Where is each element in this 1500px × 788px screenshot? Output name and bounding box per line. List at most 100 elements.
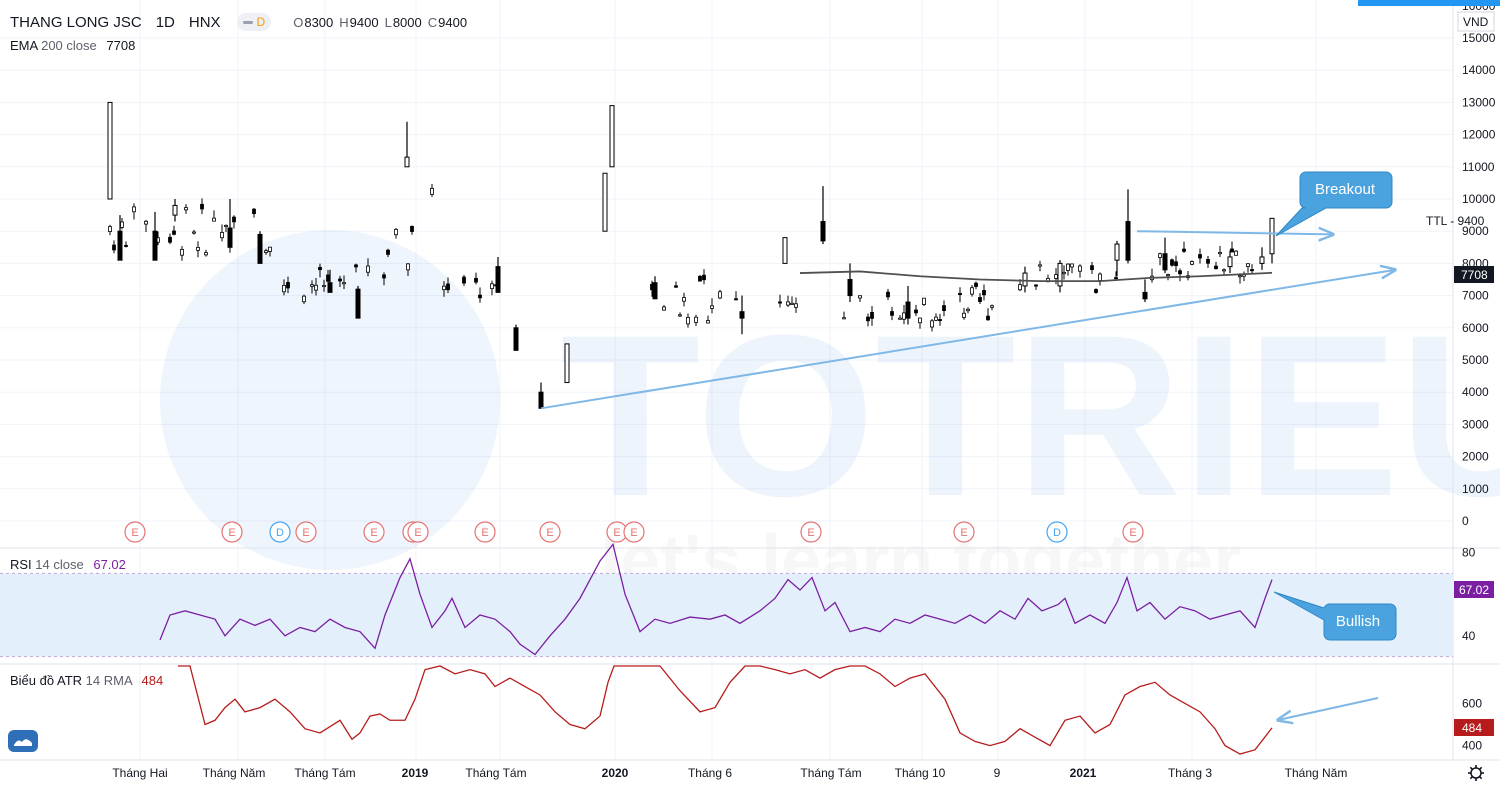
event-marker-label: E bbox=[630, 527, 637, 539]
candle-body bbox=[1206, 259, 1210, 264]
settings-gear-icon[interactable] bbox=[1468, 765, 1484, 781]
watermark-logo bbox=[160, 230, 500, 570]
price-tick: 12000 bbox=[1462, 128, 1496, 142]
candle-body bbox=[686, 317, 690, 325]
candle-body bbox=[1222, 269, 1226, 272]
candle-body bbox=[1125, 221, 1131, 261]
candle-body bbox=[410, 225, 414, 232]
candle-body bbox=[1078, 265, 1082, 272]
candle-body bbox=[930, 320, 934, 328]
candle-body bbox=[1214, 265, 1218, 270]
candle-body bbox=[847, 279, 853, 297]
price-tick: 3000 bbox=[1462, 417, 1489, 431]
candle-body bbox=[694, 316, 698, 323]
candle-body bbox=[986, 315, 990, 321]
atr-line bbox=[178, 665, 1273, 755]
candle-body bbox=[1142, 291, 1148, 300]
candle-body bbox=[338, 278, 342, 282]
candle-body bbox=[652, 282, 658, 300]
candle-body bbox=[698, 275, 702, 282]
candle-body bbox=[898, 317, 902, 320]
price-tick: 6000 bbox=[1462, 321, 1489, 335]
symbol-name[interactable]: THANG LONG JSC bbox=[10, 13, 142, 31]
candle-body bbox=[495, 266, 501, 293]
candle-body bbox=[355, 288, 361, 319]
trendline-support bbox=[540, 270, 1395, 410]
candle-body bbox=[1034, 284, 1038, 287]
ema-legend[interactable]: EMA 200 close 7708 bbox=[10, 38, 135, 53]
event-marker-e bbox=[953, 521, 975, 543]
time-tick: Tháng 3 bbox=[1168, 766, 1212, 780]
candle-body bbox=[1234, 250, 1238, 256]
rsi-name: RSI bbox=[10, 557, 32, 572]
candle-body bbox=[682, 297, 686, 302]
time-tick: Tháng Hai bbox=[112, 766, 167, 780]
ema-price-tag-text: 7708 bbox=[1461, 268, 1488, 282]
candle-body bbox=[890, 311, 894, 316]
visibility-pill[interactable]: D bbox=[236, 13, 272, 31]
rsi-band bbox=[0, 573, 1453, 657]
candle-body bbox=[1190, 261, 1194, 265]
candle-body bbox=[192, 231, 196, 234]
candle-body bbox=[702, 274, 706, 281]
watermark: TOTRIEUlet's learn together bbox=[160, 230, 1500, 601]
rsi-value: 67.02 bbox=[93, 557, 126, 572]
event-marker-label: E bbox=[370, 527, 377, 539]
event-marker-label: D bbox=[276, 527, 284, 539]
event-marker-label: E bbox=[960, 527, 967, 539]
candle-body bbox=[922, 297, 926, 305]
candle-body bbox=[934, 316, 938, 321]
candle-body bbox=[314, 284, 318, 291]
candle-body bbox=[734, 298, 738, 301]
candle-body bbox=[382, 274, 386, 279]
tradingview-logo-icon[interactable] bbox=[8, 730, 38, 752]
candle-body bbox=[1114, 243, 1120, 261]
candle-body bbox=[794, 303, 798, 308]
candle-body bbox=[990, 305, 994, 308]
price-tick: 2000 bbox=[1462, 450, 1489, 464]
candle-body bbox=[196, 246, 200, 251]
candle-body bbox=[108, 226, 112, 233]
event-marker-label: E bbox=[131, 527, 138, 539]
last-price-label: TTL - 9400 bbox=[1426, 214, 1485, 228]
candle-body bbox=[970, 287, 974, 295]
price-tick: 15000 bbox=[1462, 31, 1496, 45]
event-marker-e bbox=[1122, 521, 1144, 543]
candle-body bbox=[966, 308, 970, 312]
event-marker-e bbox=[221, 521, 243, 543]
breakout-callout-text: Breakout bbox=[1315, 181, 1376, 198]
event-marker-label: E bbox=[807, 527, 814, 539]
candle-body bbox=[609, 105, 615, 168]
candle-body bbox=[870, 311, 874, 319]
ohlc-close: C9400 bbox=[427, 14, 468, 30]
candle-body bbox=[938, 319, 942, 322]
candle-body bbox=[327, 282, 333, 293]
rsi-legend[interactable]: RSI 14 close 67.02 bbox=[10, 557, 126, 572]
candle-body bbox=[1182, 248, 1186, 252]
candle-body bbox=[144, 220, 148, 225]
rsi-line bbox=[159, 542, 1273, 656]
candle-body bbox=[842, 317, 846, 320]
candle-body bbox=[1114, 277, 1118, 280]
candle-body bbox=[318, 266, 322, 271]
candle-body bbox=[739, 311, 745, 319]
candle-body bbox=[982, 290, 986, 296]
event-marker-e bbox=[407, 521, 429, 543]
candle-body bbox=[718, 291, 722, 299]
event-marker-d bbox=[1046, 521, 1068, 543]
candle-body bbox=[978, 297, 982, 302]
interval-label[interactable]: 1D bbox=[155, 13, 175, 31]
candle-body bbox=[117, 230, 123, 261]
candle-body bbox=[914, 309, 918, 314]
event-marker-label: E bbox=[414, 527, 421, 539]
top-toolbar-strip[interactable] bbox=[1358, 0, 1500, 6]
candle-body bbox=[662, 306, 666, 311]
time-tick: 2019 bbox=[402, 766, 429, 780]
candle-body bbox=[180, 248, 184, 256]
candle-body bbox=[264, 250, 268, 253]
candle-body bbox=[820, 221, 826, 242]
candle-body bbox=[1018, 284, 1022, 291]
candle-body bbox=[132, 206, 136, 213]
atr-legend[interactable]: Biểu đồ ATR 14 RMA 484 bbox=[10, 673, 163, 688]
